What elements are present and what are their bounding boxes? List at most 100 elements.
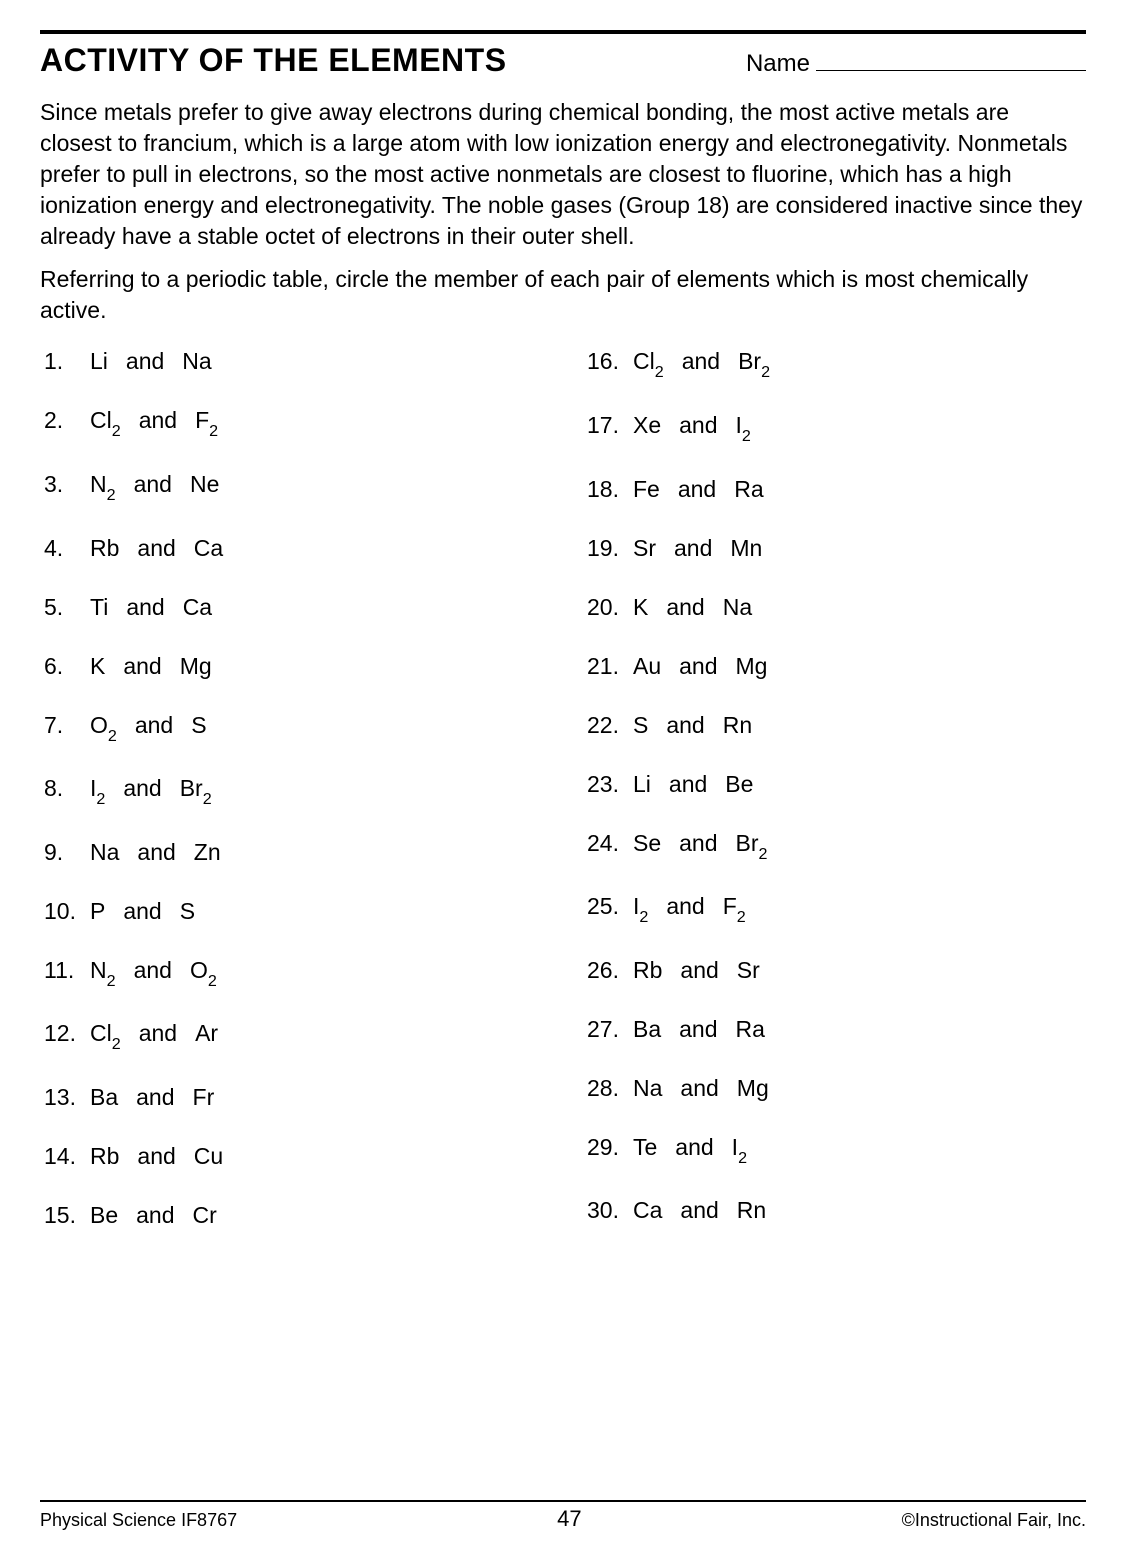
element-symbol[interactable]: Cl2 — [90, 1020, 121, 1052]
element-symbol[interactable]: S — [191, 712, 206, 739]
element-symbol[interactable]: Au — [633, 653, 661, 680]
element-symbol[interactable]: N2 — [90, 471, 116, 503]
element-pair: I2andBr2 — [90, 775, 212, 807]
question-number: 15. — [40, 1202, 90, 1229]
element-symbol[interactable]: Ca — [194, 535, 223, 562]
question-number: 29. — [583, 1134, 633, 1161]
element-symbol[interactable]: Br2 — [736, 830, 768, 862]
question-number: 17. — [583, 412, 633, 439]
element-symbol[interactable]: Rn — [723, 712, 752, 739]
element-symbol[interactable]: Cl2 — [633, 348, 664, 380]
question-number: 14. — [40, 1143, 90, 1170]
top-rule — [40, 30, 1086, 34]
footer-page-number: 47 — [557, 1506, 581, 1532]
element-symbol[interactable]: Mg — [736, 653, 768, 680]
element-symbol[interactable]: Zn — [194, 839, 221, 866]
question-item: 8.I2andBr2 — [40, 775, 543, 807]
element-symbol[interactable]: Ba — [90, 1084, 118, 1111]
element-symbol[interactable]: I2 — [736, 412, 751, 444]
element-symbol[interactable]: Se — [633, 830, 661, 857]
and-word: and — [669, 771, 707, 798]
element-pair: TeandI2 — [633, 1134, 747, 1166]
element-symbol[interactable]: F2 — [723, 893, 746, 925]
element-symbol[interactable]: Cr — [193, 1202, 217, 1229]
element-symbol[interactable]: Mg — [737, 1075, 769, 1102]
element-symbol[interactable]: Xe — [633, 412, 661, 439]
name-blank-line[interactable] — [816, 51, 1086, 71]
element-symbol[interactable]: Rb — [633, 957, 662, 984]
element-symbol[interactable]: Rn — [737, 1197, 766, 1224]
element-pair: BeandCr — [90, 1202, 217, 1229]
element-symbol[interactable]: S — [180, 898, 195, 925]
element-symbol[interactable]: F2 — [195, 407, 218, 439]
element-symbol[interactable]: Ar — [195, 1020, 218, 1047]
element-symbol[interactable]: I2 — [90, 775, 105, 807]
element-symbol[interactable]: Ca — [633, 1197, 662, 1224]
question-number: 2. — [40, 407, 90, 434]
question-item: 27.BaandRa — [583, 1016, 1086, 1043]
element-symbol[interactable]: Be — [725, 771, 753, 798]
question-number: 3. — [40, 471, 90, 498]
element-symbol[interactable]: S — [633, 712, 648, 739]
element-symbol[interactable]: Ra — [734, 476, 763, 503]
element-symbol[interactable]: Cl2 — [90, 407, 121, 439]
and-word: and — [134, 957, 172, 984]
element-symbol[interactable]: Br2 — [738, 348, 770, 380]
question-number: 5. — [40, 594, 90, 621]
question-number: 1. — [40, 348, 90, 375]
and-word: and — [678, 476, 716, 503]
header-row: ACTIVITY OF THE ELEMENTS Name — [40, 42, 1086, 79]
element-symbol[interactable]: Na — [182, 348, 211, 375]
element-symbol[interactable]: Ti — [90, 594, 108, 621]
question-item: 2.Cl2andF2 — [40, 407, 543, 439]
element-symbol[interactable]: Na — [723, 594, 752, 621]
element-symbol[interactable]: Sr — [737, 957, 760, 984]
question-number: 20. — [583, 594, 633, 621]
element-symbol[interactable]: Fe — [633, 476, 660, 503]
question-number: 16. — [583, 348, 633, 375]
element-symbol[interactable]: Mg — [180, 653, 212, 680]
and-word: and — [679, 830, 717, 857]
element-symbol[interactable]: Fr — [193, 1084, 215, 1111]
and-word: and — [135, 712, 173, 739]
element-symbol[interactable]: O2 — [190, 957, 217, 989]
element-pair: Cl2andF2 — [90, 407, 218, 439]
question-item: 13.BaandFr — [40, 1084, 543, 1111]
element-pair: BaandRa — [633, 1016, 765, 1043]
element-symbol[interactable]: O2 — [90, 712, 117, 744]
element-symbol[interactable]: Na — [633, 1075, 662, 1102]
element-symbol[interactable]: Li — [90, 348, 108, 375]
question-item: 16.Cl2andBr2 — [583, 348, 1086, 380]
element-pair: PandS — [90, 898, 195, 925]
element-symbol[interactable]: Mn — [730, 535, 762, 562]
element-symbol[interactable]: Li — [633, 771, 651, 798]
question-item: 12.Cl2andAr — [40, 1020, 543, 1052]
element-symbol[interactable]: Br2 — [180, 775, 212, 807]
element-symbol[interactable]: Ba — [633, 1016, 661, 1043]
element-symbol[interactable]: Cu — [194, 1143, 223, 1170]
element-symbol[interactable]: P — [90, 898, 105, 925]
element-symbol[interactable]: Ra — [736, 1016, 765, 1043]
question-number: 23. — [583, 771, 633, 798]
element-symbol[interactable]: K — [90, 653, 105, 680]
element-symbol[interactable]: Sr — [633, 535, 656, 562]
and-word: and — [680, 1197, 718, 1224]
element-symbol[interactable]: Na — [90, 839, 119, 866]
element-symbol[interactable]: Rb — [90, 1143, 119, 1170]
element-symbol[interactable]: Rb — [90, 535, 119, 562]
element-symbol[interactable]: K — [633, 594, 648, 621]
element-symbol[interactable]: Te — [633, 1134, 657, 1161]
element-pair: Liand Be — [633, 771, 753, 798]
element-symbol[interactable]: I2 — [633, 893, 648, 925]
question-number: 27. — [583, 1016, 633, 1043]
element-symbol[interactable]: Be — [90, 1202, 118, 1229]
element-pair: SrandMn — [633, 535, 762, 562]
page-title: ACTIVITY OF THE ELEMENTS — [40, 42, 507, 79]
question-number: 6. — [40, 653, 90, 680]
question-item: 4.RbandCa — [40, 535, 543, 562]
element-symbol[interactable]: Ne — [190, 471, 219, 498]
element-symbol[interactable]: N2 — [90, 957, 116, 989]
intro-paragraph: Since metals prefer to give away electro… — [40, 97, 1086, 252]
element-symbol[interactable]: I2 — [732, 1134, 747, 1166]
element-symbol[interactable]: Ca — [183, 594, 212, 621]
